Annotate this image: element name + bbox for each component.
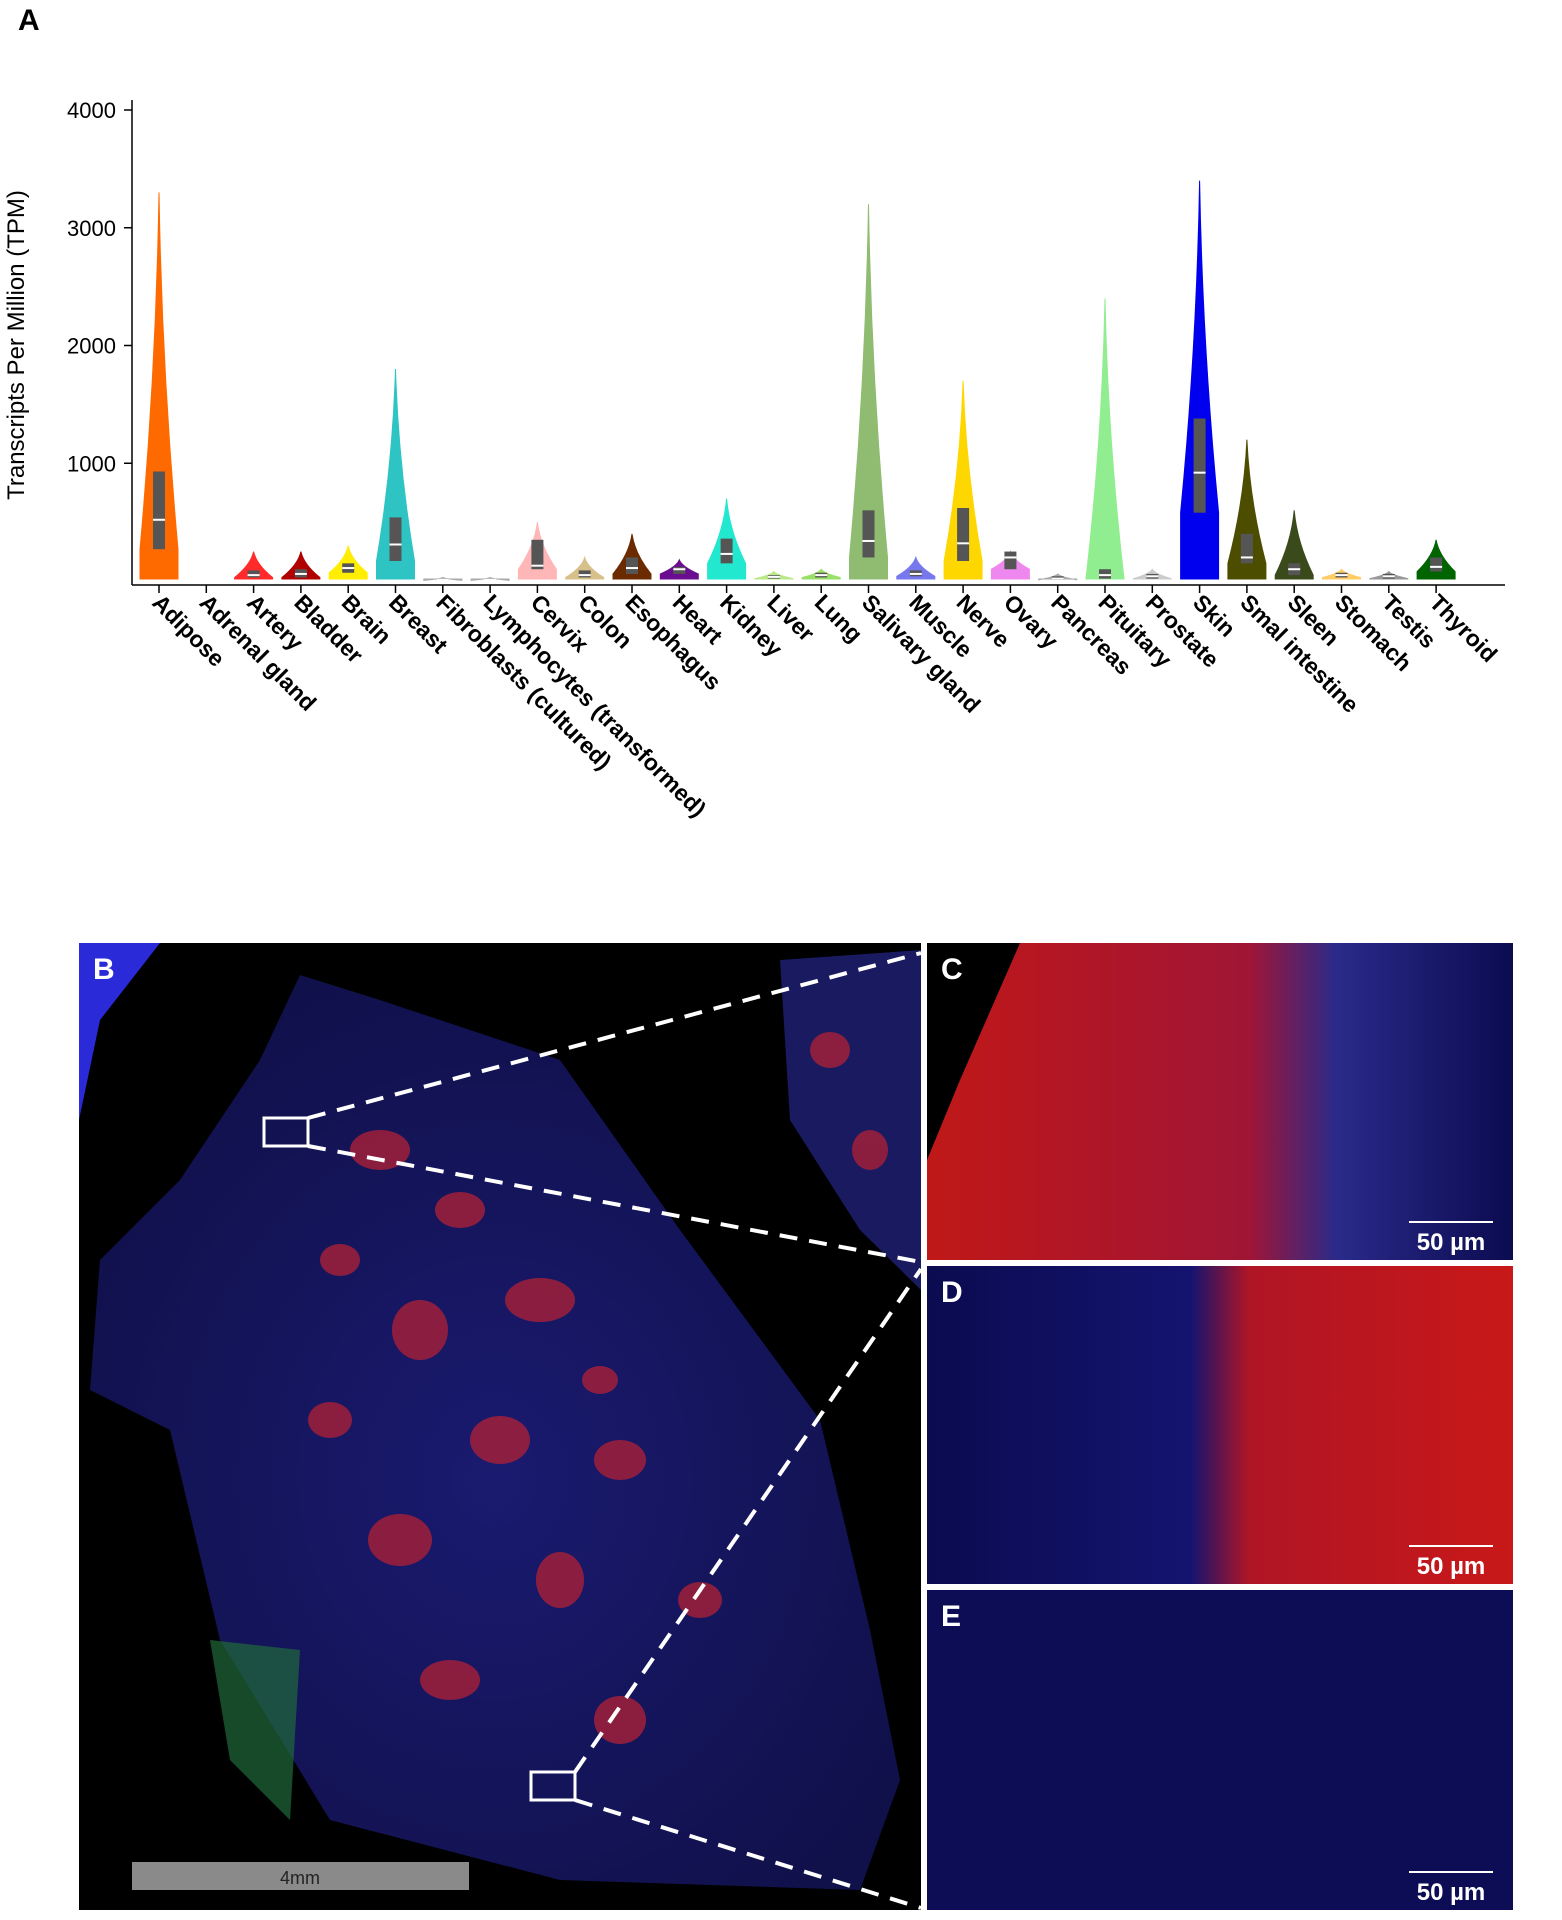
violin bbox=[234, 551, 274, 580]
violin bbox=[565, 555, 605, 580]
panel-label: B bbox=[93, 953, 115, 986]
box bbox=[1099, 569, 1111, 579]
panel-label: E bbox=[941, 1600, 961, 1633]
box bbox=[862, 510, 875, 558]
scale-bar-label: 4mm bbox=[280, 1868, 320, 1888]
panel-label: C bbox=[941, 953, 963, 986]
violin bbox=[139, 192, 179, 580]
violin bbox=[1227, 439, 1267, 580]
x-tick-label: Thyroid bbox=[1425, 589, 1503, 667]
violin bbox=[612, 533, 652, 580]
violin bbox=[281, 551, 321, 580]
violin bbox=[376, 369, 415, 580]
panel-b bbox=[79, 943, 923, 1910]
box bbox=[1004, 551, 1017, 570]
panel-c bbox=[927, 943, 1513, 1260]
box bbox=[1193, 418, 1206, 513]
box bbox=[957, 507, 970, 561]
violin bbox=[1180, 180, 1220, 580]
y-axis-title: Transcripts Per Million (TPM) bbox=[3, 190, 30, 500]
box bbox=[247, 570, 260, 578]
box bbox=[1240, 533, 1253, 564]
violin bbox=[943, 380, 983, 580]
box bbox=[673, 566, 686, 574]
violin bbox=[896, 555, 936, 580]
violin bbox=[328, 545, 368, 580]
box bbox=[389, 517, 402, 561]
violin bbox=[849, 204, 888, 580]
box bbox=[578, 570, 591, 578]
y-tick-label: 1000 bbox=[67, 451, 116, 476]
violin bbox=[1085, 298, 1125, 580]
panel-d bbox=[927, 1266, 1513, 1584]
panel-e bbox=[927, 1590, 1513, 1910]
panel-label: A bbox=[18, 4, 40, 37]
scale-bar-label: 50 µm bbox=[1417, 1553, 1486, 1580]
box bbox=[626, 557, 638, 574]
scale-bar-label: 50 µm bbox=[1417, 1879, 1486, 1906]
y-tick-label: 4000 bbox=[67, 98, 116, 123]
x-tick-label: Lung bbox=[810, 589, 868, 647]
box bbox=[531, 539, 544, 570]
box bbox=[1430, 557, 1443, 572]
panel-label: D bbox=[941, 1276, 963, 1309]
y-tick-label: 3000 bbox=[67, 216, 116, 241]
box bbox=[720, 538, 733, 564]
box bbox=[153, 471, 165, 550]
y-tick-label: 2000 bbox=[67, 334, 116, 359]
scale-bar-label: 50 µm bbox=[1417, 1229, 1486, 1256]
violin bbox=[1274, 510, 1314, 580]
